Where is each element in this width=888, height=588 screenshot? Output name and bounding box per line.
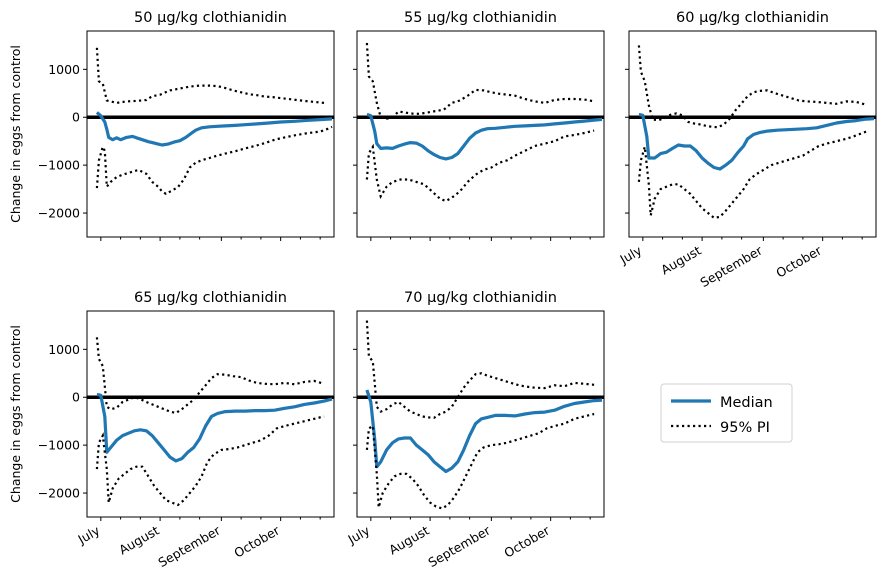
pi-line [95,337,325,415]
y-tick-label: −1000 [38,438,80,453]
axes-frame [86,310,335,518]
y-tick-label: −1000 [38,158,80,173]
x-tick-label-august: August [658,243,703,278]
x-tick-label-august: August [116,523,161,558]
subplot-1: 50 µg/kg clothianidin 1000 0 −2000 −1000 Chan… [8,10,335,241]
legend-median-label: Median [720,395,773,411]
plot-area [357,42,604,203]
plot-area [87,337,334,507]
subplot-5: 70 µg/kg clothianidin July AugustSeptember… [344,290,605,570]
plot-area [629,45,876,219]
subplot-3: 60 µg/kg clothianidin July AugustSeptember… [616,10,877,290]
y-tick-label: 1000 [48,62,80,77]
pi-line [637,45,867,129]
pi-line [95,415,325,507]
y-axis-label: Change in eggs from control [8,45,23,223]
subplot-title: 55 µg/kg clothianidin [404,10,557,26]
plot-area [357,320,604,510]
subplot-title: 70 µg/kg clothianidin [404,290,557,306]
pi-line [365,320,595,419]
x-tick-label-september: September [426,522,494,570]
axes-frame [356,310,605,518]
plot-area [87,47,334,196]
subplot-title: 50 µg/kg clothianidin [134,10,287,26]
x-tick-label-september: September [698,242,766,290]
x-tick-label-september: September [156,522,224,570]
y-tick-label: −2000 [38,486,80,501]
y-tick-label: 0 [72,390,80,405]
median-line [95,111,333,147]
x-tick-label-july: July [616,242,644,267]
y-tick-label: 0 [72,110,80,125]
x-tick-label-august: August [386,523,431,558]
axes-frame [356,30,605,238]
subplot-title: 65 µg/kg clothianidin [134,290,287,306]
x-tick-label-october: October [501,522,553,560]
y-tick-label: 1000 [48,342,80,357]
pi-line [365,412,595,510]
median-line [366,112,603,161]
x-tick-label-october: October [231,522,283,560]
subplot-title: 60 µg/kg clothianidin [676,10,829,26]
y-tick-label: −2000 [38,206,80,221]
axes-frame [86,30,335,238]
legend-pi-label: 95% PI [720,420,770,436]
pi-line [95,47,325,105]
median-line [638,112,875,171]
legend-frame [660,383,793,443]
axes-frame [628,30,877,238]
x-tick-label-july: July [344,522,372,547]
y-axis-label: Change in eggs from control [8,325,23,503]
pi-line [637,130,867,219]
subplot-2: 55 µg/kg clothianidin [353,10,605,241]
x-tick-label-october: October [773,242,825,280]
pi-line [365,42,595,120]
median-line [365,389,603,474]
pi-line [365,129,595,203]
legend: Median 95% PI [660,383,793,443]
subplot-4: 65 µg/kg clothianidin 1000 0 −2000 −1000 July… [8,290,335,570]
pi-line [95,125,333,196]
median-line [96,392,333,463]
x-tick-label-july: July [74,522,102,547]
